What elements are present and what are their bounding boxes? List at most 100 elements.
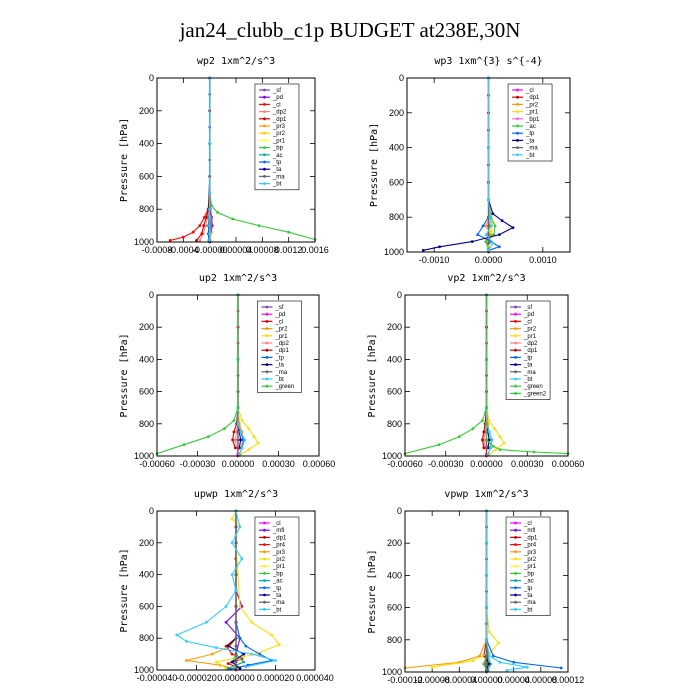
data-point [224,644,228,648]
data-point [511,226,515,230]
data-point [191,230,195,234]
legend-label: _dp2 [274,341,289,347]
x-tick-label: -0.0008 [142,245,173,255]
x-tick-label: 0.00004 [497,675,530,685]
legend-label: _tp [274,355,284,361]
data-point [256,441,260,445]
legend: _cl_mfl_dp1_pr4_pr3_pr2_pr1_bp_ac_tp_ta_… [505,516,551,616]
data-point [230,517,234,521]
x-tick-label: 0.00000 [470,459,503,469]
legend-marker [514,593,517,597]
legend-marker [265,327,269,330]
data-point [482,446,486,450]
data-point [236,406,240,410]
legend-marker [263,175,266,178]
y-tick-label: 200 [139,106,154,116]
legend-marker [514,348,517,352]
legend-label: _pr2 [274,327,288,333]
data-point [238,605,242,608]
y-tick-label: 600 [387,387,402,397]
y-tick-label: 400 [387,570,402,580]
data-point [238,667,242,670]
legend-marker [514,564,517,568]
y-tick-label: 600 [139,171,154,181]
data-point [487,198,490,202]
legend-label: _ta [272,593,282,599]
data-point [252,435,256,439]
legend-label: _ac [525,124,536,130]
data-point [487,248,490,252]
x-tick-label: 0.00030 [262,459,295,469]
legend-marker [514,334,517,338]
plot-frame [404,294,569,457]
chart-panel: upwp 1xm^2/s^3 Pressure [hPa] 0 200 400 600 80… [119,489,334,683]
y-tick-label: 600 [139,601,154,611]
data-point [236,422,240,426]
legend-label: _pr4 [523,543,537,549]
data-point [208,207,212,211]
y-tick-label: 200 [139,322,154,332]
legend-marker [514,572,517,575]
data-point [476,233,479,237]
y-tick-label: 1000 [382,667,402,677]
legend-marker [514,341,517,345]
legend-marker [514,392,517,395]
data-point [206,435,210,439]
legend-label: _sf [523,305,532,311]
legend-label: _pd [274,312,285,318]
data-point [240,446,244,450]
x-tick-label: -0.00008 [414,675,450,685]
data-point [274,659,277,662]
data-point [481,419,484,422]
legend-marker [516,95,519,99]
legend-label: _pr2 [525,102,539,108]
x-tick-label: 0.0012 [275,245,303,255]
x-tick-label: -0.00060 [139,459,175,469]
legend-label: _dp2 [523,341,538,347]
data-point [532,450,536,454]
data-point [236,446,240,450]
series-line [423,78,515,251]
y-tick-label: 0 [397,290,402,300]
y-tick-label: 1000 [134,665,154,675]
data-point [493,224,497,228]
legend-marker [514,363,517,366]
data-point [487,233,490,237]
plot-frame [406,77,571,253]
legend-label: _pr1 [523,334,537,340]
data-point [175,633,179,637]
legend-marker [265,305,269,309]
legend-label: _pr2 [523,557,537,563]
data-point [485,446,488,450]
legend-marker [516,139,519,142]
y-tick-label: 200 [389,108,404,118]
y-tick-label: 800 [139,419,154,429]
data-point [208,216,212,219]
legend-box [257,300,302,393]
legend-label: _dp1 [274,348,289,354]
data-point [489,233,493,237]
series-line [485,78,494,251]
legend-marker [263,117,266,121]
legend-marker [265,384,269,388]
data-point [234,589,238,592]
legend-marker [265,341,269,345]
data-point [481,224,485,228]
series-line [175,510,276,668]
x-tick-label: 0.0010 [529,255,557,265]
y-tick-label: 1000 [384,247,404,257]
data-point [487,241,490,245]
data-point [224,620,228,624]
legend-label: _bp [272,146,284,152]
legend-label: _pd [523,312,534,318]
data-point [195,239,198,242]
x-tick-label: 0.000020 [257,673,295,683]
legend-marker [514,550,517,554]
data-point [208,239,212,242]
data-point [234,644,238,648]
y-tick-label: 400 [387,354,402,364]
data-point [182,443,186,447]
chart-panel: wp2 1xm^2/s^3 Pressure [hPa] 0 200 400 600 800… [119,56,329,255]
legend-label: _dp1 [523,535,538,541]
data-point [421,248,425,252]
